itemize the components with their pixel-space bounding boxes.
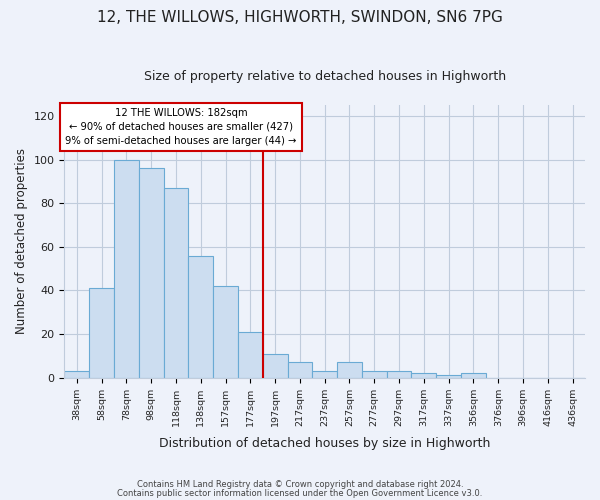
Bar: [114, 160, 139, 378]
Bar: [287, 362, 313, 378]
Title: Size of property relative to detached houses in Highworth: Size of property relative to detached ho…: [143, 70, 506, 83]
Bar: [188, 256, 213, 378]
Y-axis label: Number of detached properties: Number of detached properties: [15, 148, 28, 334]
Text: Contains HM Land Registry data © Crown copyright and database right 2024.: Contains HM Land Registry data © Crown c…: [137, 480, 463, 489]
Bar: [337, 362, 362, 378]
Bar: [362, 371, 386, 378]
Bar: [89, 288, 114, 378]
X-axis label: Distribution of detached houses by size in Highworth: Distribution of detached houses by size …: [159, 437, 490, 450]
Bar: [263, 354, 287, 378]
Text: 12, THE WILLOWS, HIGHWORTH, SWINDON, SN6 7PG: 12, THE WILLOWS, HIGHWORTH, SWINDON, SN6…: [97, 10, 503, 25]
Bar: [64, 371, 89, 378]
Bar: [386, 371, 412, 378]
Bar: [313, 371, 337, 378]
Bar: [436, 376, 461, 378]
Bar: [213, 286, 238, 378]
Bar: [461, 374, 486, 378]
Bar: [238, 332, 263, 378]
Bar: [139, 168, 164, 378]
Text: 12 THE WILLOWS: 182sqm
← 90% of detached houses are smaller (427)
9% of semi-det: 12 THE WILLOWS: 182sqm ← 90% of detached…: [65, 108, 296, 146]
Text: Contains public sector information licensed under the Open Government Licence v3: Contains public sector information licen…: [118, 489, 482, 498]
Bar: [412, 374, 436, 378]
Bar: [164, 188, 188, 378]
